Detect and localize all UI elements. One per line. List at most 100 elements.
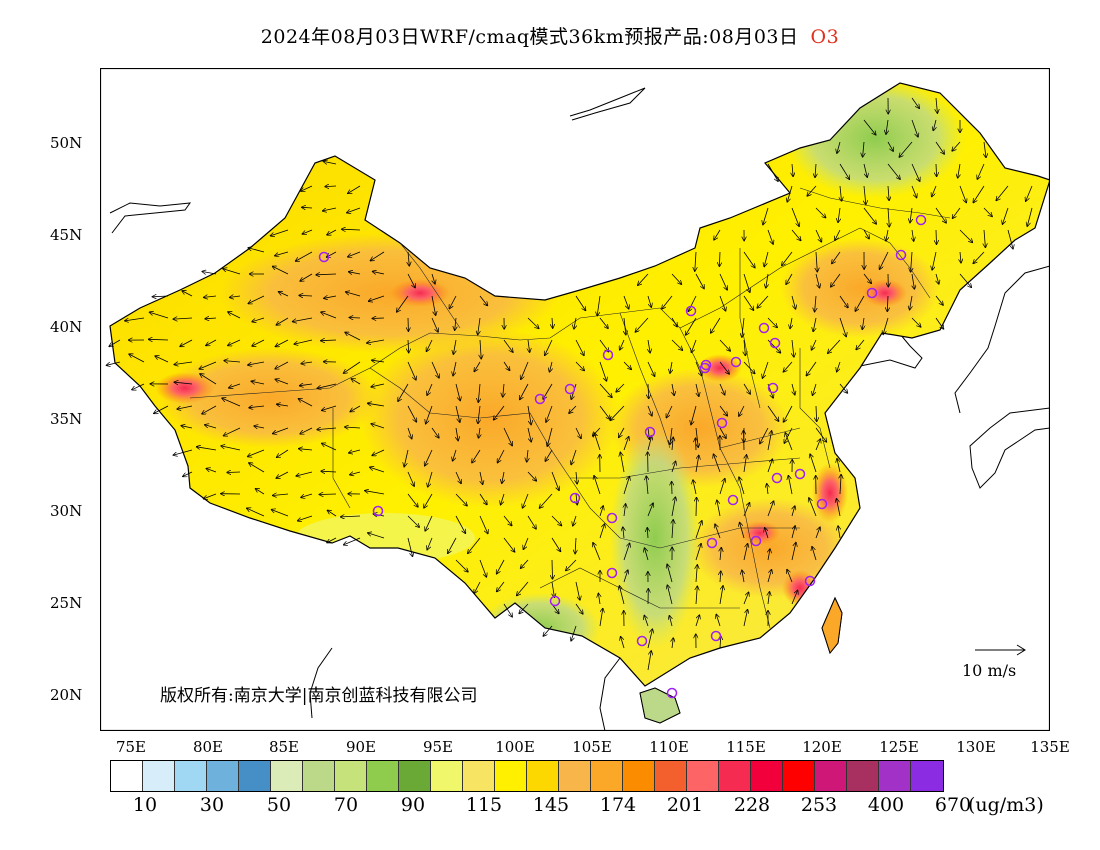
wind-arrow: [807, 185, 817, 196]
wind-arrow: [294, 339, 313, 344]
city-marker: [866, 287, 878, 299]
wind-arrow: [407, 273, 415, 288]
wind-arrow: [744, 339, 745, 355]
wind-arrow: [552, 581, 554, 597]
wind-arrow: [715, 524, 721, 539]
wind-arrow: [427, 537, 433, 550]
wind-arrow: [719, 295, 726, 311]
wind-arrow: [714, 454, 721, 473]
wind-arrow: [327, 229, 337, 235]
legend-swatch: [847, 761, 879, 791]
wind-arrow: [317, 383, 337, 388]
wind-arrow: [322, 405, 337, 410]
wind-arrow: [349, 450, 361, 453]
wind-arrow: [740, 523, 745, 539]
legend-swatch: [143, 761, 175, 791]
wind-arrow: [815, 427, 826, 442]
wind-arrow: [837, 141, 841, 153]
legend-swatch: [591, 761, 623, 791]
wind-arrow: [455, 493, 467, 506]
wind-arrow: [767, 570, 772, 583]
wind-arrow: [786, 273, 793, 284]
wind-arrow: [552, 317, 553, 328]
wind-arrow: [864, 185, 866, 204]
wind-arrow: [671, 497, 675, 517]
wind-arrow: [743, 251, 755, 268]
wind-arrow: [839, 295, 848, 308]
wind-arrow: [911, 163, 920, 181]
wind-arrow: [911, 119, 918, 137]
legend-value: 174: [599, 794, 637, 816]
legend-value: 670: [934, 794, 972, 816]
wind-arrow: [815, 273, 820, 288]
legend-swatch: [495, 761, 527, 791]
wind-arrow: [744, 455, 747, 473]
wind-arrow: [765, 528, 769, 539]
wind-arrow: [301, 185, 313, 191]
wind-arrow: [408, 251, 409, 266]
wind-arrow: [791, 229, 801, 240]
wind-arrow: [973, 185, 985, 203]
wind-arrow: [248, 449, 265, 457]
wind-arrow: [782, 251, 793, 265]
lon-label-100e: 100E: [495, 738, 535, 756]
wind-arrow: [815, 439, 820, 451]
lat-label-25n: 25N: [50, 594, 83, 612]
wind-arrow: [647, 629, 652, 649]
legend-swatch: [527, 761, 559, 791]
wind-arrow: [743, 383, 750, 394]
lat-label-40n: 40N: [50, 318, 83, 336]
city-marker: [794, 468, 806, 480]
wind-arrow: [197, 447, 217, 451]
wind-arrow: [977, 163, 985, 179]
wind-arrow: [785, 433, 793, 451]
wind-arrow: [328, 510, 337, 517]
legend-swatch: [271, 761, 303, 791]
wind-arrow: [686, 317, 697, 335]
wind-arrow: [275, 361, 289, 369]
wind-arrow: [816, 405, 817, 421]
wind-arrow: [479, 559, 486, 577]
wind-arrow: [671, 461, 676, 473]
wind-arrow: [107, 361, 121, 365]
wind-arrow: [249, 406, 265, 408]
wind-arrow: [790, 317, 792, 328]
city-marker: [750, 535, 762, 547]
wind-arrow: [547, 427, 553, 446]
wind-arrow: [300, 273, 313, 281]
legend-swatch: [399, 761, 431, 791]
wind-arrow: [551, 471, 559, 490]
legend-unit: (ug/m3): [968, 794, 1044, 816]
wind-arrow: [768, 592, 770, 605]
wind-arrow: [350, 472, 361, 475]
wind-arrow: [276, 339, 289, 347]
wind-arrow: [670, 361, 672, 373]
legend-swatch: [175, 761, 207, 791]
wind-arrow: [205, 318, 217, 319]
wind-arrow: [667, 585, 673, 605]
city-marker: [666, 687, 678, 699]
wind-arrow: [479, 493, 487, 505]
wind-arrow: [227, 472, 241, 473]
wind-arrow: [426, 405, 433, 424]
wind-arrow: [551, 537, 561, 551]
title-text: 2024年08月03日WRF/cmaq模式36km预报产品:08月03日: [260, 26, 799, 48]
wind-arrow: [809, 498, 817, 517]
wind-arrow: [742, 317, 744, 337]
wind-arrow: [182, 291, 193, 297]
wind-arrow: [448, 537, 457, 553]
city-marker: [716, 417, 728, 429]
wind-arrow: [787, 185, 793, 202]
wind-arrow: [371, 424, 385, 429]
lon-label-130e: 130E: [956, 738, 996, 756]
wind-arrow: [183, 471, 193, 476]
wind-arrow: [350, 318, 361, 319]
wind-arrow: [221, 446, 241, 451]
wind-arrow: [552, 559, 553, 579]
wind-arrow: [840, 185, 842, 201]
wind-arrow: [299, 449, 313, 450]
wind-arrow: [695, 273, 704, 289]
wind-arrow: [648, 339, 650, 353]
wind-arrow: [959, 273, 971, 287]
wind-arrow: [599, 317, 608, 328]
